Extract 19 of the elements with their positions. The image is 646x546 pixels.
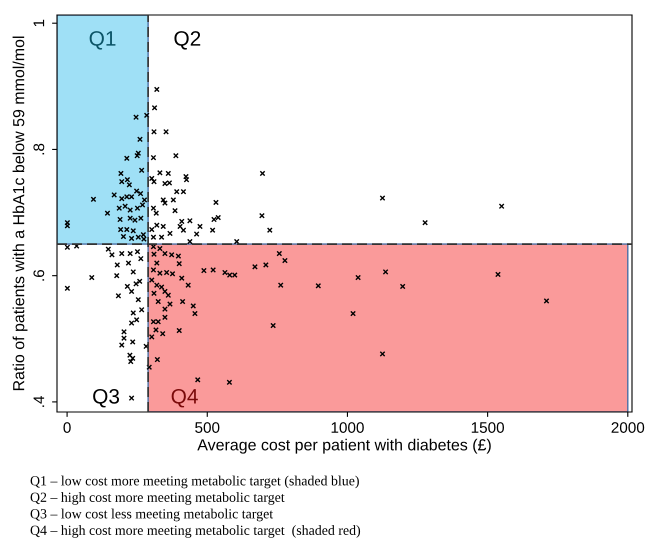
annotation: Q3 [93,388,120,408]
y-axis-title: Ratio of patients with a HbA1c below 59 mmol/mol [12,36,28,390]
x-tick-label: 0 [63,422,71,433]
x-axis-title: Average cost per patient with diabetes (£) [197,438,491,454]
y-tick-label: .8 [33,144,44,154]
text: Q3 – low cost less meeting metabolic target [30,508,274,522]
x-tick-label: 2000 [612,422,644,433]
x-tick-label: 500 [195,422,220,433]
annotation: Q2 [174,31,200,50]
x-tick-label: 1500 [472,422,504,433]
text: Q2 – high cost more meeting metabolic target [30,492,285,505]
x-tick-label: 1000 [332,422,364,433]
y-tick-label: .6 [33,270,44,281]
band-label: Q1 [90,31,116,50]
y-tick-label: .4 [34,396,44,407]
text: Q1 – low cost more meeting metabolic target (shaded blue) [30,476,359,488]
band-label: Q4 [172,388,198,408]
y-tick-label: 1 [34,20,44,26]
text: Q4 – high cost more meeting metabolic target (shaded red) [30,525,360,538]
